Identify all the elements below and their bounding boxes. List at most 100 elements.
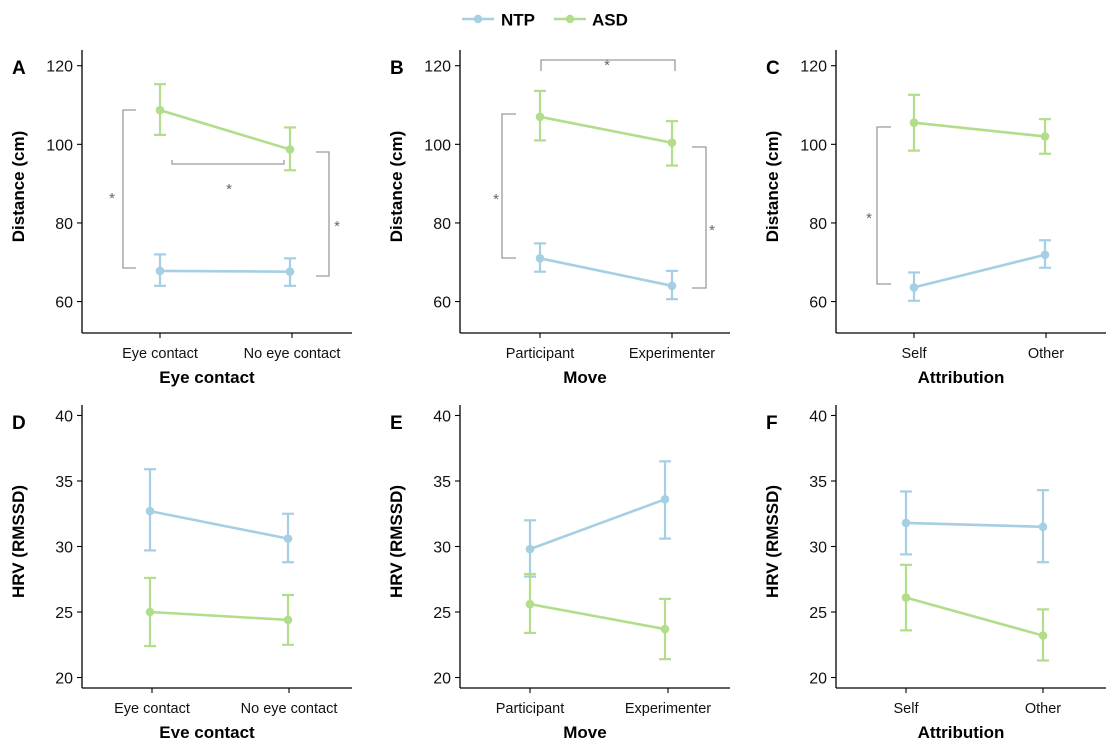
- bracket-line: [122, 109, 136, 269]
- series-asd: [144, 576, 294, 648]
- legend-swatch-point: [565, 14, 575, 24]
- significance-star: *: [709, 222, 715, 239]
- y-axis-label: Distance (cm): [763, 131, 782, 242]
- series-asd: [154, 83, 296, 172]
- y-tick-label: 35: [809, 474, 827, 491]
- series-line: [905, 521, 1044, 529]
- x-axis-label: Eye contact: [159, 368, 255, 387]
- y-tick-label: 40: [809, 408, 827, 425]
- legend-label: NTP: [501, 11, 535, 30]
- x-tick-label: Experimenter: [629, 346, 715, 362]
- x-tick-label: Self: [894, 701, 920, 717]
- significance-star: *: [334, 218, 340, 235]
- data-point: [535, 254, 545, 263]
- y-tick-label: 35: [433, 474, 451, 491]
- y-tick-label: 25: [809, 605, 827, 622]
- y-tick-label: 20: [55, 671, 73, 688]
- legend-swatch-point: [473, 14, 483, 24]
- significance-star: *: [604, 57, 610, 74]
- x-tick-label: Other: [1025, 701, 1061, 717]
- significance-star: *: [866, 210, 872, 227]
- data-point: [901, 593, 911, 602]
- data-point: [909, 118, 919, 128]
- series-line: [913, 253, 1046, 289]
- panel-E: 20 25 30 35 40 Participant Experimenter Move HRV…: [387, 405, 730, 738]
- series-line: [159, 108, 291, 151]
- significance-bracket: *: [692, 146, 715, 289]
- data-point: [285, 267, 295, 276]
- data-point: [1038, 522, 1048, 532]
- y-tick-label: 100: [46, 137, 73, 154]
- series-line: [149, 509, 289, 540]
- significance-bracket: *: [540, 57, 676, 74]
- series-asd: [900, 563, 1049, 662]
- significance-bracket: *: [316, 151, 340, 277]
- series-ntp: [534, 242, 678, 301]
- series-asd: [908, 93, 1051, 155]
- data-point: [283, 534, 293, 543]
- y-tick-label: 25: [433, 605, 451, 622]
- data-point: [901, 518, 911, 528]
- y-tick-label: 20: [433, 671, 451, 688]
- x-axis-label: Attribution: [918, 723, 1005, 738]
- y-tick-label: 30: [809, 540, 827, 557]
- y-tick-label: 60: [809, 295, 827, 312]
- y-axis-label: HRV (RMSSD): [387, 485, 406, 598]
- significance-bracket: *: [493, 113, 516, 259]
- y-tick-label: 30: [55, 540, 73, 557]
- x-tick-label: Participant: [496, 701, 565, 717]
- data-point: [660, 495, 670, 504]
- y-tick-label: 100: [800, 137, 827, 154]
- legend: NTP ASD: [462, 11, 628, 30]
- bracket-line: [692, 146, 707, 289]
- y-tick-label: 60: [55, 295, 73, 312]
- series-line: [905, 596, 1044, 637]
- y-tick-label: 35: [55, 474, 73, 491]
- series-ntp: [154, 253, 296, 287]
- y-tick-label: 80: [809, 216, 827, 233]
- bracket-line: [540, 59, 676, 71]
- panel-A: 60 80 100 120 Eye contact No eye contact Eye c…: [9, 50, 352, 387]
- x-tick-label: No eye contact: [244, 346, 341, 362]
- series-ntp: [144, 468, 294, 564]
- data-point: [155, 105, 165, 115]
- series-line: [149, 610, 289, 622]
- panel-B: 60 80 100 120 Participant Experimenter Move Dis…: [387, 50, 730, 387]
- panel-letter: A: [12, 58, 26, 79]
- data-point: [525, 544, 535, 554]
- panel-D: 20 25 30 35 40 Eye contact No eye contact Eye c…: [9, 405, 352, 738]
- data-point: [1040, 250, 1050, 260]
- data-point: [155, 266, 165, 276]
- data-point: [1040, 132, 1050, 141]
- x-tick-label: Participant: [506, 346, 575, 362]
- series-line: [539, 257, 673, 288]
- x-tick-label: Other: [1028, 346, 1064, 362]
- significance-star: *: [109, 190, 115, 207]
- y-tick-label: 80: [433, 216, 451, 233]
- y-axis-label: Distance (cm): [387, 131, 406, 242]
- data-point: [525, 599, 535, 609]
- significance-star: *: [493, 191, 499, 208]
- panel-letter: E: [390, 413, 403, 434]
- data-point: [145, 506, 155, 516]
- x-axis-label: Move: [563, 723, 606, 738]
- legend-item-asd: ASD: [554, 11, 628, 30]
- series-ntp: [524, 460, 671, 578]
- panel-letter: D: [12, 413, 26, 434]
- significance-bracket: *: [866, 126, 891, 285]
- y-tick-label: 30: [433, 540, 451, 557]
- bracket-line: [316, 151, 330, 277]
- y-tick-label: 120: [424, 59, 451, 76]
- series-line: [539, 115, 673, 145]
- data-point: [285, 145, 295, 154]
- y-tick-label: 20: [809, 671, 827, 688]
- y-tick-label: 60: [433, 295, 451, 312]
- x-axis-label: Attribution: [918, 368, 1005, 387]
- y-axis-label: HRV (RMSSD): [9, 485, 28, 598]
- x-axis-label: Move: [563, 368, 606, 387]
- x-tick-label: Eye contact: [114, 701, 190, 717]
- panel-letter: C: [766, 58, 780, 79]
- y-tick-label: 120: [46, 59, 73, 76]
- data-point: [1038, 631, 1048, 640]
- y-axis-label: HRV (RMSSD): [763, 485, 782, 598]
